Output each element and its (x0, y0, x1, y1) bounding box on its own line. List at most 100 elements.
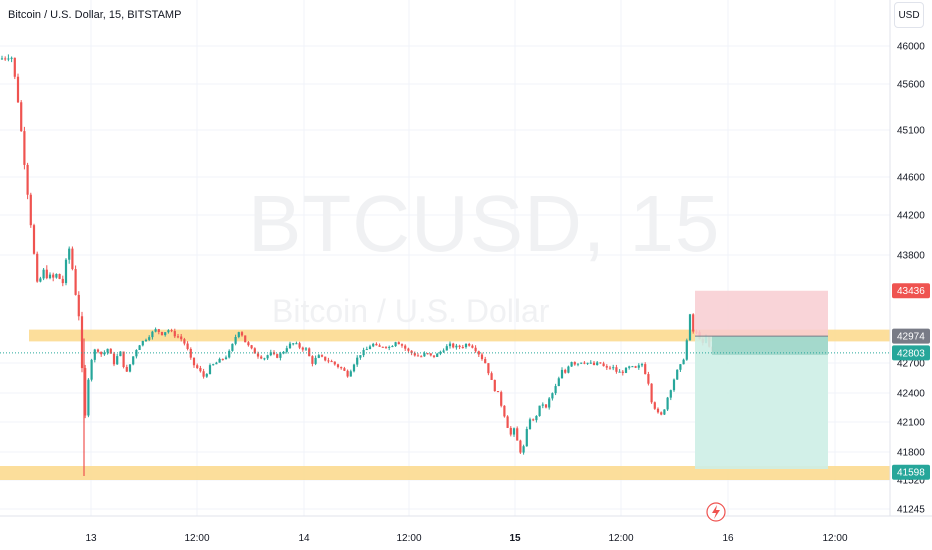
candle-body (455, 345, 458, 348)
currency-button[interactable]: USD (894, 2, 924, 28)
candle-body (212, 364, 215, 366)
candle-body (506, 416, 509, 428)
candle-body (631, 366, 634, 368)
candle-body (666, 397, 669, 410)
time-tick-label: 14 (298, 533, 310, 544)
candle-body (237, 332, 240, 337)
candle-body (468, 344, 471, 346)
candle-body (602, 363, 605, 367)
candle-body (48, 274, 52, 279)
time-tick-label: 13 (85, 533, 97, 544)
time-tick-label: 12:00 (608, 533, 633, 544)
candle-body (564, 369, 567, 373)
candle-body (167, 330, 170, 333)
price-tick-label: 45100 (897, 126, 925, 137)
candle-body (500, 392, 503, 406)
candle-body (474, 347, 477, 352)
candle-body (490, 373, 493, 380)
candle-body (589, 362, 592, 364)
candle-body (554, 386, 557, 394)
candle-body (80, 316, 84, 369)
candle-body (247, 342, 250, 346)
candle-body (87, 379, 90, 416)
price-label-tag (892, 464, 930, 480)
price-label-tag (892, 328, 930, 344)
candle-body (391, 346, 394, 348)
candle-body (250, 345, 253, 349)
event-marker[interactable] (706, 502, 726, 522)
candle-body (16, 76, 20, 103)
candle-body (71, 248, 74, 270)
candle-body (13, 57, 16, 77)
candle-body (215, 362, 218, 365)
candle-body (106, 348, 109, 353)
candle-body (458, 345, 461, 348)
candle-body (359, 355, 362, 358)
candle-body (324, 356, 327, 361)
candle-body (58, 273, 61, 279)
candle-body (173, 331, 176, 337)
stop-loss-area[interactable] (695, 290, 828, 337)
candle-body (487, 363, 490, 374)
candle-body (413, 353, 416, 356)
time-tick-label: 12:00 (396, 533, 421, 544)
candle-body (10, 57, 13, 59)
candle-body (205, 374, 208, 377)
price-label-text: 43436 (897, 286, 925, 297)
candle-body (672, 379, 676, 391)
candle-body (253, 348, 256, 354)
candle-body (512, 428, 516, 435)
candle-body (96, 349, 100, 352)
candle-body (160, 331, 164, 336)
candle-body (240, 332, 244, 336)
candle-body (596, 362, 599, 365)
price-tick-label: 42400 (897, 389, 925, 400)
candle-body (471, 345, 474, 348)
price-tick-label: 41800 (897, 448, 925, 459)
candle-body (365, 349, 368, 351)
candle-body (653, 402, 656, 409)
time-tick-label: 12:00 (822, 533, 847, 544)
candle-body (93, 349, 96, 360)
candle-body (116, 356, 119, 365)
candle-body (621, 371, 624, 373)
candle-body (557, 378, 560, 387)
candle-body (304, 348, 308, 350)
candle-body (356, 357, 359, 365)
candle-body (52, 274, 55, 278)
candle-body (551, 393, 554, 399)
candle-body (647, 374, 650, 384)
candle-body (148, 337, 151, 340)
candle-body (282, 351, 285, 354)
candle-body (180, 336, 183, 340)
candle-body (573, 362, 576, 365)
resistance-zone (29, 329, 890, 342)
price-labels: 43436 42974 42803 41598 (892, 283, 930, 480)
candle-body (420, 356, 423, 358)
candle-body (112, 353, 116, 365)
candle-body (682, 359, 685, 365)
candle-body (423, 353, 426, 357)
price-label-text: 42803 (897, 348, 925, 359)
candle-body (128, 364, 132, 372)
candle-body (644, 364, 647, 375)
candle-body (407, 348, 410, 351)
candle-body (327, 360, 330, 362)
candle-body (692, 314, 695, 332)
candle-body (426, 353, 429, 355)
candle-body (676, 369, 679, 380)
candle-body (560, 369, 564, 379)
candle-body (484, 359, 487, 364)
candle-body (176, 336, 180, 338)
candle-body (352, 364, 356, 372)
candle-body (525, 429, 528, 447)
candle-body (144, 339, 148, 341)
take-profit-area[interactable] (695, 336, 828, 469)
candle-body (541, 404, 544, 406)
candle-body (509, 427, 512, 435)
candle-body (372, 343, 375, 347)
candle-body (685, 340, 688, 360)
position-tool[interactable] (695, 290, 828, 469)
candle-body (224, 357, 228, 359)
